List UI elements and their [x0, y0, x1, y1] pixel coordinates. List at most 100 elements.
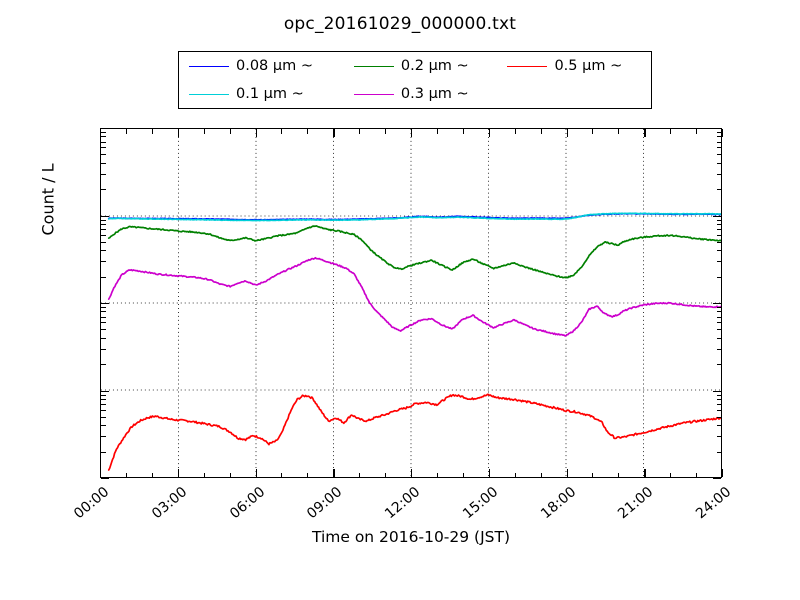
x-tick-label-1200: 12:00 [382, 484, 424, 523]
tick-mark [713, 215, 721, 217]
tick-mark [716, 364, 721, 366]
x-tick-label-0600: 06:00 [226, 484, 268, 523]
tick-mark [101, 136, 106, 138]
series-line-0.5m [107, 393, 721, 471]
tick-mark [281, 472, 283, 477]
tick-mark [101, 364, 106, 366]
tick-mark [514, 129, 516, 134]
tick-mark [716, 223, 721, 225]
tick-mark [436, 472, 438, 477]
tick-mark [125, 129, 127, 134]
legend-swatch-4 [353, 93, 394, 95]
legend-label-1: 0.2 μm ~ [400, 58, 469, 74]
tick-mark [333, 129, 335, 137]
tick-mark [716, 276, 721, 278]
tick-mark [716, 404, 721, 406]
tick-mark [333, 469, 335, 477]
legend-swatch-2 [507, 65, 548, 67]
tick-mark [100, 129, 102, 137]
tick-mark [716, 250, 721, 252]
legend-label-4: 0.3 μm ~ [400, 86, 469, 102]
tick-mark [716, 154, 721, 156]
y-axis-label: Count / L [38, 163, 58, 236]
tick-mark [125, 472, 127, 477]
tick-mark [151, 129, 153, 134]
legend-swatch-1 [353, 65, 394, 67]
tick-mark [229, 472, 231, 477]
legend-entry-3: 0.1 μm ~ [179, 80, 344, 108]
tick-mark [716, 219, 721, 221]
tick-mark [385, 129, 387, 134]
legend-entry-0: 0.08 μm ~ [179, 52, 344, 80]
tick-mark [488, 129, 491, 137]
tick-mark [101, 162, 106, 164]
tick-mark [670, 472, 672, 477]
tick-mark [101, 478, 109, 480]
tick-mark [540, 472, 542, 477]
tick-mark [100, 469, 102, 477]
tick-mark [101, 311, 106, 313]
tick-mark [359, 129, 361, 134]
tick-mark [716, 229, 721, 231]
tick-mark [307, 129, 309, 134]
tick-mark [644, 469, 646, 477]
tick-mark [255, 469, 257, 477]
tick-mark [716, 436, 721, 438]
tick-mark [101, 189, 106, 191]
tick-mark [101, 223, 106, 225]
tick-mark [716, 416, 721, 418]
tick-mark [101, 416, 106, 418]
x-tick-label-0900: 09:00 [304, 484, 346, 523]
tick-mark [101, 215, 109, 217]
x-tick-label-2100: 21:00 [615, 484, 657, 523]
tick-mark [722, 129, 724, 137]
tick-mark [101, 322, 106, 324]
series-line-0.2m [107, 225, 721, 279]
tick-mark [411, 469, 413, 477]
tick-mark [566, 129, 568, 137]
legend-swatch-3 [189, 93, 229, 95]
tick-mark [713, 390, 721, 392]
tick-mark [385, 472, 387, 477]
tick-mark [716, 261, 721, 263]
tick-mark [716, 132, 721, 133]
legend-entry-4: 0.3 μm ~ [344, 80, 498, 108]
tick-mark [716, 162, 721, 164]
tick-mark [716, 322, 721, 324]
tick-mark [101, 147, 106, 149]
tick-mark [101, 337, 106, 339]
plot-area [100, 128, 722, 478]
tick-mark [101, 219, 106, 221]
legend-entry-1: 0.2 μm ~ [344, 52, 498, 80]
tick-mark [101, 303, 109, 305]
tick-mark [716, 409, 721, 411]
tick-mark [101, 390, 109, 392]
tick-mark [716, 311, 721, 313]
tick-mark [592, 129, 594, 134]
tick-mark [716, 307, 721, 308]
tick-mark [716, 141, 721, 143]
tick-mark [255, 129, 257, 137]
tick-mark [696, 129, 698, 134]
tick-mark [101, 276, 106, 278]
legend-label-2: 0.5 μm ~ [554, 58, 623, 74]
tick-mark [716, 189, 721, 191]
tick-mark [716, 316, 721, 318]
tick-mark [101, 409, 106, 411]
x-tick-label-1500: 15:00 [459, 484, 502, 523]
tick-mark [101, 241, 106, 243]
tick-mark [101, 132, 106, 133]
legend-label-3: 0.1 μm ~ [236, 86, 304, 102]
tick-mark [101, 436, 106, 438]
tick-mark [670, 129, 672, 134]
tick-mark [716, 451, 721, 453]
tick-mark [716, 136, 721, 138]
tick-mark [101, 261, 106, 263]
tick-mark [716, 147, 721, 149]
tick-mark [716, 234, 721, 236]
tick-mark [644, 129, 646, 137]
tick-mark [716, 394, 721, 396]
tick-mark [540, 129, 542, 134]
tick-mark [101, 404, 106, 406]
tick-mark [716, 348, 721, 350]
